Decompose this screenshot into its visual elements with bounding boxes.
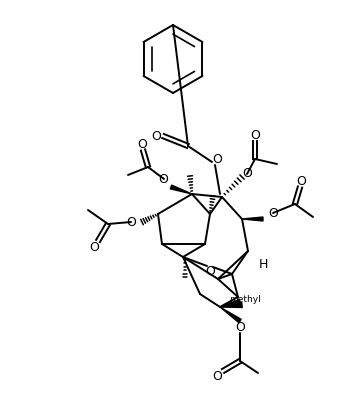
Text: O: O — [126, 216, 136, 229]
Text: O: O — [89, 241, 99, 254]
Text: O: O — [158, 173, 168, 186]
Text: H: H — [258, 258, 268, 271]
Text: O: O — [235, 321, 245, 334]
Text: O: O — [212, 153, 222, 166]
Polygon shape — [220, 303, 242, 308]
Text: O: O — [212, 370, 222, 382]
Text: O: O — [242, 167, 252, 180]
Text: O: O — [296, 175, 306, 188]
Text: O: O — [137, 138, 147, 151]
Text: O: O — [268, 207, 278, 220]
Text: O: O — [151, 130, 161, 143]
Polygon shape — [170, 186, 192, 195]
Text: methyl: methyl — [229, 295, 261, 304]
Polygon shape — [220, 300, 241, 307]
Polygon shape — [220, 307, 241, 323]
Polygon shape — [242, 218, 263, 221]
Text: O: O — [205, 265, 215, 278]
Text: O: O — [250, 129, 260, 142]
